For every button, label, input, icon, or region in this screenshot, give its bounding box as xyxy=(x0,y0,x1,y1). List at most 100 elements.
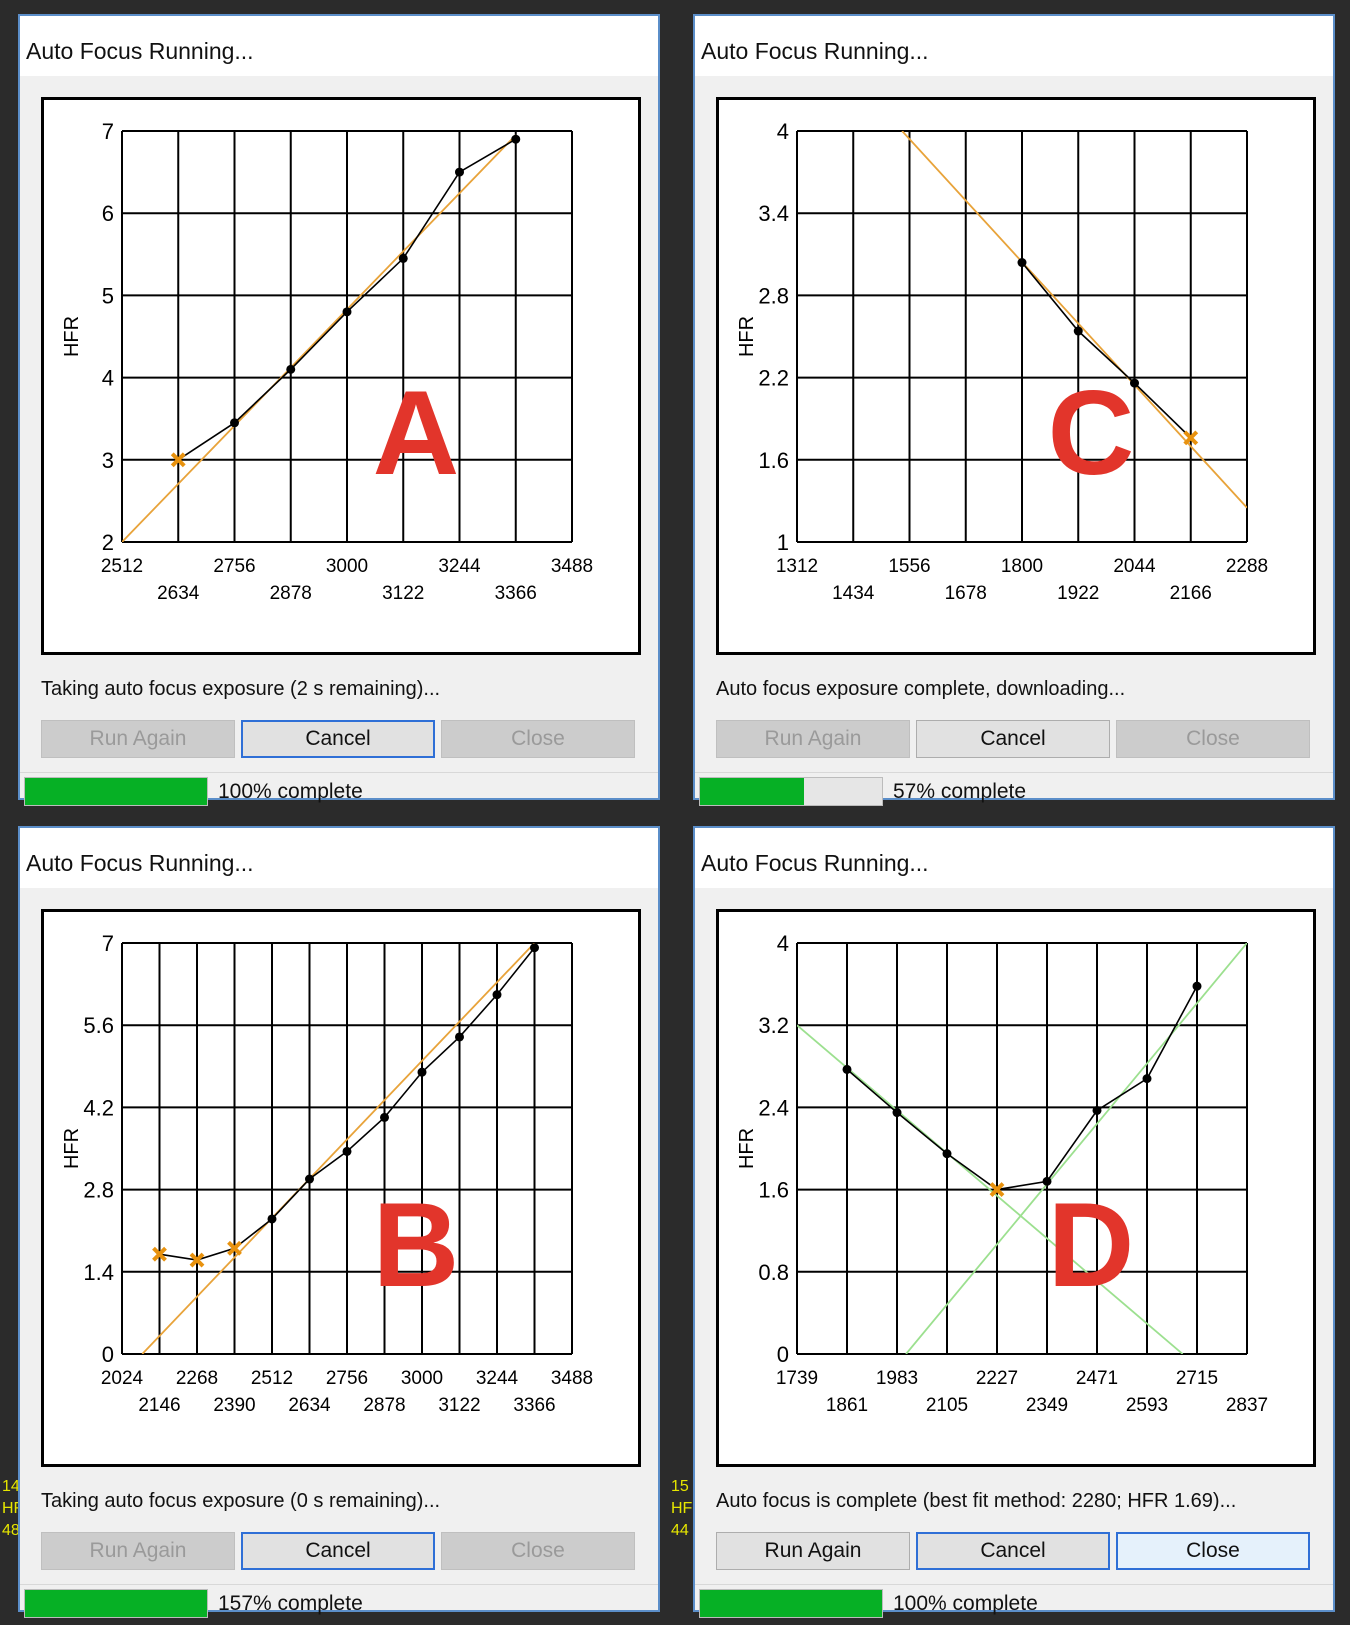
background-text: 44 xyxy=(671,1522,689,1539)
cancel-button[interactable]: Cancel xyxy=(241,720,435,758)
y-axis-label: HFR xyxy=(61,1128,83,1169)
progress-label: 57% complete xyxy=(893,780,1027,803)
divider xyxy=(20,772,658,773)
y-tick-label: 3 xyxy=(102,448,114,473)
x-tick-label: 2512 xyxy=(101,556,143,577)
rejected-point-marker xyxy=(227,1240,242,1256)
hfr-series-line xyxy=(1021,262,1192,439)
x-tick-label: 2044 xyxy=(1113,556,1156,577)
focus-curve-plot: 4 3.2 2.4 1.6 0.8 0 1739 1983 2227 2471 2715 1861 21… xyxy=(716,909,1316,1467)
progress-label: 157% complete xyxy=(218,1592,363,1615)
data-point xyxy=(511,134,521,144)
y-axis-label: HFR xyxy=(61,316,83,357)
x-tick-label: 1678 xyxy=(945,583,987,604)
y-tick-label: 2.8 xyxy=(758,283,789,308)
y-tick-label: 4.2 xyxy=(83,1095,114,1120)
dialog-title: Auto Focus Running... xyxy=(701,38,929,64)
fit-line xyxy=(122,134,517,542)
rejected-point-marker xyxy=(1183,430,1199,446)
title-bar[interactable]: Auto Focus Running... xyxy=(20,16,658,76)
divider xyxy=(20,1584,658,1585)
y-tick-label: 2.4 xyxy=(758,1095,789,1120)
data-point xyxy=(1142,1074,1152,1084)
title-bar[interactable]: Auto Focus Running... xyxy=(20,828,658,888)
x-tick-label: 2837 xyxy=(1226,1395,1268,1416)
close-button[interactable]: Close xyxy=(441,720,635,758)
x-tick-label: 1983 xyxy=(876,1368,918,1389)
x-tick-label: 3122 xyxy=(438,1395,480,1416)
x-tick-label: 2878 xyxy=(270,583,312,604)
panel-letter: C xyxy=(1048,366,1135,500)
x-tick-label: 2268 xyxy=(176,1368,218,1389)
data-point xyxy=(305,1174,314,1184)
status-text: Auto focus exposure complete, downloadin… xyxy=(716,678,1126,700)
rejected-point-marker xyxy=(989,1182,1005,1198)
x-tick-label: 2288 xyxy=(1226,556,1268,577)
rejected-point-marker xyxy=(189,1252,205,1268)
x-tick-label: 3366 xyxy=(495,583,537,604)
run-again-button[interactable]: Run Again xyxy=(41,1532,235,1570)
dialog-title: Auto Focus Running... xyxy=(701,850,929,876)
y-tick-label: 1.4 xyxy=(83,1260,114,1285)
title-bar[interactable]: Auto Focus Running... xyxy=(695,828,1333,888)
cancel-button[interactable]: Cancel xyxy=(916,1532,1110,1570)
auto-focus-dialog-b: Auto Focus Running... 7 5.6 4.2 2.8 1.4 0 2024… xyxy=(18,826,660,1618)
data-point xyxy=(1130,378,1139,388)
title-bar[interactable]: Auto Focus Running... xyxy=(695,16,1333,76)
x-tick-label: 1739 xyxy=(776,1368,818,1389)
x-tick-label: 2227 xyxy=(976,1368,1018,1389)
run-again-button[interactable]: Run Again xyxy=(716,720,910,758)
x-tick-label: 1922 xyxy=(1057,583,1099,604)
y-axis-label: HFR xyxy=(736,316,758,357)
data-point xyxy=(417,1067,427,1077)
x-tick-label: 1434 xyxy=(832,583,875,604)
data-point xyxy=(455,167,464,177)
data-point xyxy=(1017,258,1027,268)
panel-letter: A xyxy=(373,366,460,500)
run-again-button[interactable]: Run Again xyxy=(716,1532,910,1570)
x-tick-label: 1800 xyxy=(1001,556,1043,577)
x-tick-label: 1556 xyxy=(888,556,930,577)
background-text: 48 xyxy=(2,1522,20,1539)
cancel-button[interactable]: Cancel xyxy=(241,1532,435,1570)
x-tick-label: 2471 xyxy=(1076,1368,1118,1389)
progress-label: 100% complete xyxy=(218,780,363,803)
x-tick-label: 2146 xyxy=(138,1395,180,1416)
status-text: Taking auto focus exposure (2 s remainin… xyxy=(41,678,441,700)
y-tick-label: 4 xyxy=(777,119,789,144)
x-tick-label: 2390 xyxy=(213,1395,255,1416)
divider xyxy=(695,1584,1333,1585)
y-tick-label: 5 xyxy=(102,283,114,308)
auto-focus-dialog-c: Auto Focus Running... 4 3.4 2.8 2.2 1.6 1 1312… xyxy=(693,14,1335,806)
data-point xyxy=(455,1032,464,1042)
divider xyxy=(695,772,1333,773)
progress-fill xyxy=(25,1590,207,1617)
x-tick-label: 2634 xyxy=(288,1395,331,1416)
x-tick-label: 2756 xyxy=(326,1368,368,1389)
x-tick-label: 2715 xyxy=(1176,1368,1218,1389)
close-button[interactable]: Close xyxy=(1116,720,1310,758)
y-tick-label: 3.2 xyxy=(758,1013,789,1038)
y-tick-label: 2.2 xyxy=(758,366,789,391)
focus-curve-plot: 4 3.4 2.8 2.2 1.6 1 1312 1556 1800 2044 2288 1434 16… xyxy=(716,97,1316,655)
x-tick-label: 3122 xyxy=(382,583,424,604)
progress-bar xyxy=(24,777,208,806)
x-tick-label: 3366 xyxy=(513,1395,555,1416)
close-button[interactable]: Close xyxy=(1116,1532,1310,1570)
data-point xyxy=(530,943,539,953)
dialog-title: Auto Focus Running... xyxy=(26,38,254,64)
cancel-button[interactable]: Cancel xyxy=(916,720,1110,758)
hfr-series-line xyxy=(846,985,1198,1191)
data-point xyxy=(398,253,408,263)
y-tick-label: 4 xyxy=(777,931,789,956)
run-again-button[interactable]: Run Again xyxy=(41,720,235,758)
close-button[interactable]: Close xyxy=(441,1532,635,1570)
y-tick-label: 3.4 xyxy=(758,201,789,226)
y-tick-label: 0 xyxy=(777,1342,789,1367)
progress-bar xyxy=(24,1589,208,1618)
fit-line xyxy=(901,131,1247,509)
focus-curve-plot: 7 6 5 4 3 2 2512 2756 3000 3244 3488 2634 2878 3122 33… xyxy=(41,97,641,655)
